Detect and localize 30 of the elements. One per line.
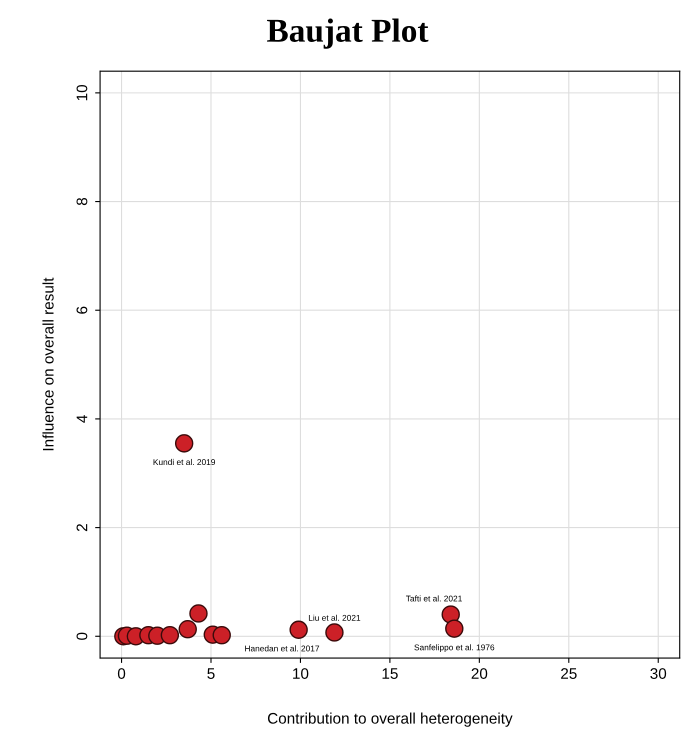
point: [174, 434, 194, 453]
annotation: Tafti et al. 2021: [406, 595, 462, 602]
x-tick-label: 30: [650, 668, 666, 679]
y-tick-label: 8: [76, 198, 88, 206]
y-tick-label: 10: [76, 84, 88, 100]
y-tick-label: 2: [76, 524, 88, 532]
y-tick-label: 0: [76, 632, 88, 640]
point: [442, 605, 460, 624]
annotation: Liu et al. 2021: [308, 614, 360, 621]
annotation: Sanfelippo et al. 1976: [414, 644, 494, 652]
y-tick-label: 4: [76, 415, 88, 423]
annotation: Kundi et al. 2019: [154, 458, 216, 466]
point: [160, 626, 180, 644]
x-tick-label: 20: [472, 668, 488, 679]
point: [212, 626, 231, 644]
x-tick-label: 5: [207, 668, 215, 679]
x-tick-label: 0: [118, 668, 126, 679]
annotation: Hanedan et al. 2017: [245, 645, 320, 652]
point: [325, 623, 344, 642]
x-tick-label: 15: [382, 668, 398, 679]
x-axis-title: Contribution to overall heterogeneity: [268, 712, 513, 727]
x-tick-label: 25: [561, 668, 577, 679]
point: [189, 604, 208, 623]
x-tick-label: 10: [293, 668, 308, 679]
chart-title: Baujat Plot: [267, 18, 428, 49]
point: [178, 620, 197, 638]
point: [445, 619, 464, 638]
y-axis-title: Influence on overall result: [42, 278, 54, 450]
y-tick-label: 6: [76, 306, 88, 314]
point: [289, 620, 308, 639]
